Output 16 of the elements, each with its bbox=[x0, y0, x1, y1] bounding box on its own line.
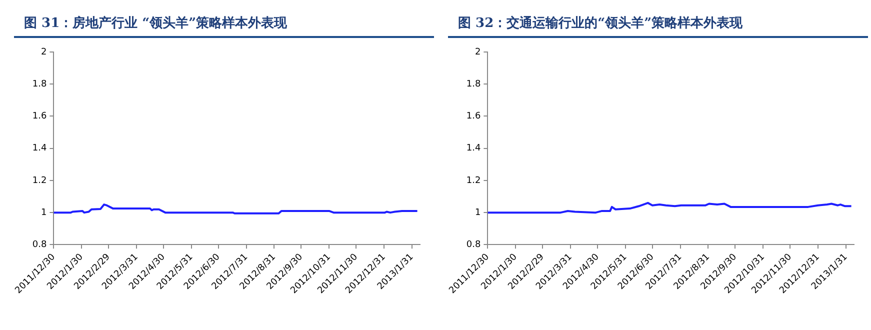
y-tick-label: 1.4 bbox=[466, 144, 481, 154]
y-tick-label: 1.8 bbox=[32, 79, 47, 90]
y-tick-label: 1.8 bbox=[466, 79, 481, 90]
y-tick-label: 1.2 bbox=[466, 176, 481, 186]
y-tick-label: 1.4 bbox=[32, 144, 47, 154]
y-tick-label: 2 bbox=[474, 47, 481, 58]
y-tick-label: 0.8 bbox=[466, 240, 481, 250]
chart-title: 图 31：房地产行业 “领头羊”策略样本外表现 bbox=[14, 6, 434, 38]
y-tick-label: 1.6 bbox=[466, 112, 481, 122]
y-tick-label: 1.2 bbox=[32, 176, 47, 186]
y-tick-label: 1 bbox=[474, 208, 481, 218]
y-tick-label: 2 bbox=[40, 47, 47, 58]
chart-title: 图 32：交通运输行业的“领头羊”策略样本外表现 bbox=[448, 6, 868, 38]
y-tick-label: 1.6 bbox=[32, 112, 47, 122]
y-tick-label: 1 bbox=[40, 208, 47, 218]
y-tick-label: 0.8 bbox=[32, 240, 47, 250]
